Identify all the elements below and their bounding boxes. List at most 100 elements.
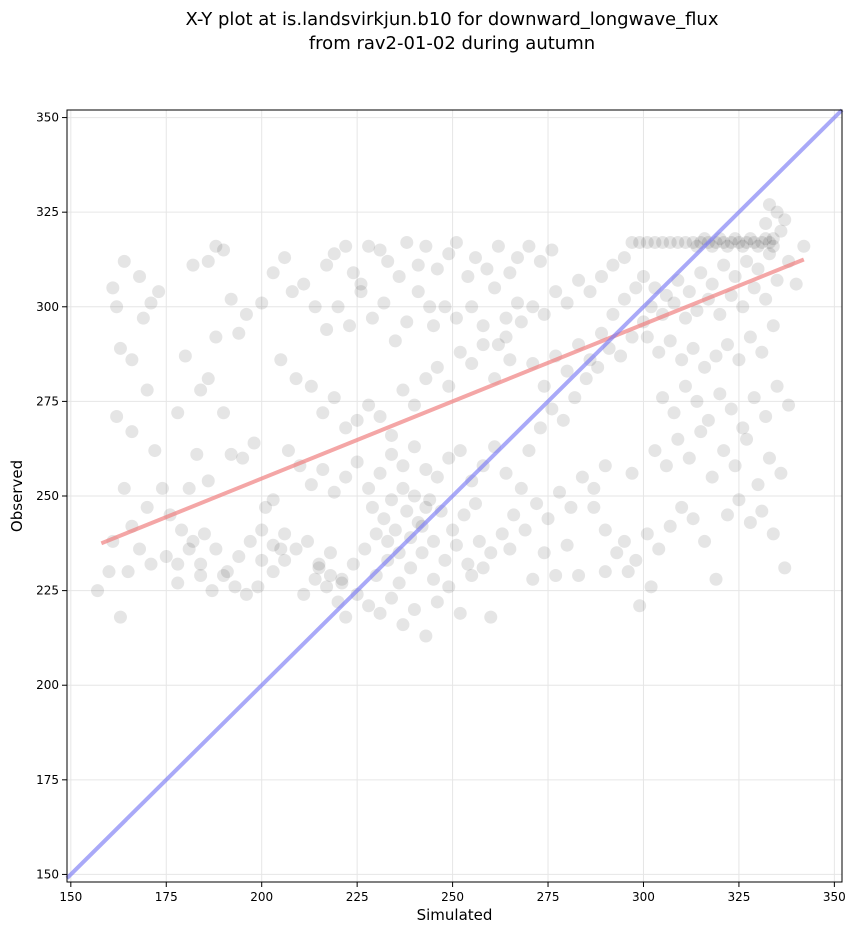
data-point: [148, 444, 162, 458]
data-points: [91, 198, 811, 643]
data-point: [759, 410, 773, 424]
data-point: [381, 254, 395, 268]
data-point: [346, 557, 360, 571]
data-point: [755, 345, 769, 359]
data-point: [751, 239, 765, 253]
y-tick-label: 350: [36, 111, 59, 125]
data-point: [400, 315, 414, 329]
data-point: [533, 254, 547, 268]
data-point: [594, 326, 608, 340]
data-point: [759, 232, 773, 246]
data-point: [396, 383, 410, 397]
y-tick-label: 275: [36, 394, 59, 408]
data-point: [736, 239, 750, 253]
data-point: [476, 338, 490, 352]
data-point: [686, 235, 700, 249]
data-point: [110, 410, 124, 424]
data-point: [320, 258, 334, 272]
data-point: [507, 508, 521, 522]
data-point: [751, 478, 765, 492]
data-point: [113, 341, 127, 355]
data-point: [438, 300, 452, 314]
data-point: [453, 444, 467, 458]
y-tick-label: 300: [36, 300, 59, 314]
data-point: [133, 542, 147, 556]
y-tick-label: 225: [36, 584, 59, 598]
data-point: [343, 319, 357, 333]
data-point: [759, 292, 773, 306]
data-point: [251, 580, 265, 594]
data-point: [354, 277, 368, 291]
data-point: [427, 572, 441, 586]
data-point: [762, 235, 776, 249]
data-point: [442, 580, 456, 594]
data-point: [121, 565, 135, 579]
data-point: [289, 542, 303, 556]
data-point: [560, 364, 574, 378]
data-point: [182, 542, 196, 556]
data-point: [717, 258, 731, 272]
data-point: [373, 466, 387, 480]
data-point: [339, 610, 353, 624]
data-point: [594, 270, 608, 284]
data-point: [606, 258, 620, 272]
data-point: [266, 493, 280, 507]
data-point: [656, 235, 670, 249]
data-point: [446, 523, 460, 537]
data-point: [503, 353, 517, 367]
data-point: [365, 311, 379, 325]
data-point: [782, 398, 796, 412]
data-point: [564, 500, 578, 514]
data-point: [217, 568, 231, 582]
data-point: [644, 580, 658, 594]
data-point: [682, 285, 696, 299]
data-point: [239, 587, 253, 601]
data-point: [633, 235, 647, 249]
x-tick-label: 175: [155, 890, 178, 904]
data-point: [400, 235, 414, 249]
data-point: [495, 527, 509, 541]
data-point: [255, 553, 269, 567]
data-point: [472, 534, 486, 548]
data-point: [510, 251, 524, 265]
data-point: [732, 235, 746, 249]
data-point: [278, 251, 292, 265]
data-point: [209, 330, 223, 344]
data-point: [274, 353, 288, 367]
data-point: [320, 580, 334, 594]
data-point: [228, 580, 242, 594]
data-point: [388, 334, 402, 348]
x-tick-label: 325: [727, 890, 750, 904]
data-point: [572, 273, 586, 287]
data-point: [442, 451, 456, 465]
data-point: [724, 402, 738, 416]
data-point: [171, 576, 185, 590]
data-point: [407, 398, 421, 412]
data-point: [587, 500, 601, 514]
data-point: [636, 270, 650, 284]
data-point: [155, 481, 169, 495]
data-point: [720, 508, 734, 522]
data-point: [709, 572, 723, 586]
data-point: [621, 565, 635, 579]
data-point: [350, 455, 364, 469]
data-point: [755, 235, 769, 249]
data-point: [778, 561, 792, 575]
data-point: [484, 610, 498, 624]
data-point: [568, 391, 582, 405]
data-point: [617, 292, 631, 306]
data-point: [732, 493, 746, 507]
x-tick-label: 250: [441, 890, 464, 904]
data-point: [598, 565, 612, 579]
data-point: [591, 360, 605, 374]
data-point: [743, 330, 757, 344]
data-point: [617, 251, 631, 265]
data-point: [545, 402, 559, 416]
data-point: [537, 379, 551, 393]
data-point: [274, 542, 288, 556]
data-point: [762, 198, 776, 212]
data-point: [136, 311, 150, 325]
data-point: [774, 466, 788, 480]
data-point: [190, 447, 204, 461]
data-point: [407, 489, 421, 503]
